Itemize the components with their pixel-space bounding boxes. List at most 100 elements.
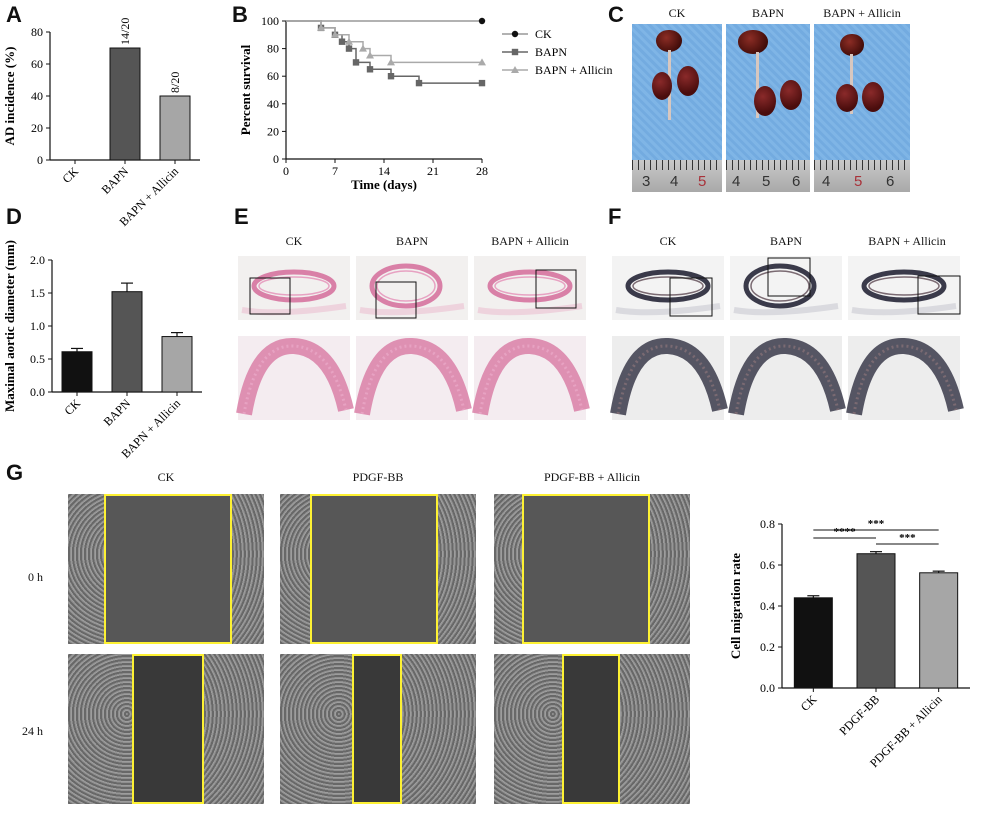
y-tick-label: 0 (273, 152, 279, 166)
he-column-2 (472, 256, 590, 420)
panel-g-label-pdgf: PDGF-BB (352, 470, 404, 484)
aortic-lumen-edge (750, 270, 810, 302)
x-tick-label: 28 (476, 164, 488, 178)
heart (738, 30, 768, 54)
significance-label: **** (834, 526, 857, 538)
chart-percent-survival: 0 20 40 60 80 100 0 7 14 21 28 Time (days) Percent s… (238, 14, 612, 192)
panel-f-label-ck: CK (659, 234, 677, 248)
he-images (236, 256, 590, 420)
aortic-lumen-edge (868, 276, 940, 296)
y-tick-label: 0.6 (760, 558, 775, 572)
panel-letter-b: B (232, 2, 248, 27)
legend-label-bapn: BAPN (535, 45, 567, 59)
aortic-lumen-edge (376, 270, 436, 302)
panel-letter-c: C (608, 2, 624, 27)
he-column-0 (236, 256, 354, 420)
panel-c-label-bapn-allicin: BAPN + Allicin (823, 6, 901, 20)
data-point-bapn (366, 66, 374, 73)
bar-ck (793, 597, 833, 689)
zoomed-lamellae (734, 344, 840, 415)
bar-ck (61, 351, 93, 393)
data-point-bapn (352, 59, 360, 66)
panel-e-label-bapn: BAPN (395, 234, 428, 248)
y-axis-label: Percent survival (238, 44, 253, 135)
y-tick-label: 60 (267, 69, 279, 83)
ruler-number: 4 (732, 173, 741, 190)
y-axis-label: Maximal aortic diameter (mm) (2, 240, 17, 412)
x-tick-label: CK (61, 396, 83, 418)
y-tick-label: 0.5 (30, 352, 45, 366)
he-column-1 (354, 256, 472, 420)
y-tick-label: 0.2 (760, 640, 775, 654)
legend-marker-ck (511, 30, 519, 38)
ruler: 3 4 5 (632, 160, 722, 192)
aortic-wall (487, 269, 573, 303)
panel-g-label-pdgf-allicin: PDGF-BB + Allicin (543, 470, 641, 484)
scratch-image-ck-24h (68, 654, 264, 804)
zoomed-lamellae (852, 344, 958, 415)
panel-letter-g: G (6, 460, 24, 485)
aortic-wall (251, 269, 337, 303)
panel-f-label-bapn: BAPN (769, 234, 802, 248)
panel-letter-f: F (608, 204, 622, 229)
series-line-bapn (286, 20, 482, 84)
ruler-number: 3 (642, 173, 651, 190)
scratch-image-pdgf-0h (280, 494, 476, 644)
legend-marker-bapn (511, 48, 519, 56)
zoom-box (767, 257, 811, 297)
zoom-box (535, 269, 577, 309)
kidney (836, 84, 858, 112)
data-point-bapn-allicin (359, 44, 367, 52)
zoom-box (375, 281, 417, 319)
panel-g-row-24h: 24 h (22, 724, 43, 738)
ruler-number: 6 (792, 173, 801, 190)
x-tick-label: 14 (378, 164, 390, 178)
scratch-image-ck-0h (68, 494, 264, 644)
y-tick-label: 20 (267, 124, 279, 138)
panel-f-label-bapn-allicin: BAPN + Allicin (868, 234, 946, 248)
x-tick-label: 21 (427, 164, 439, 178)
data-point-bapn (345, 45, 353, 52)
wound-area (562, 654, 620, 804)
ruler-number: 5 (762, 173, 771, 190)
zoomed-lamellae (478, 344, 584, 415)
y-axis-label: Cell migration rate (728, 553, 743, 659)
wound-area (310, 494, 438, 644)
chart-aortic-diameter: 0.0 0.5 1.0 1.5 2.0 Maximal aortic diameter (… (2, 240, 202, 461)
x-tick-label: BAPN (101, 396, 134, 429)
x-tick-label: 0 (283, 164, 289, 178)
data-point-bapn (478, 79, 486, 87)
kidney (754, 86, 776, 116)
panel-f-elastic-stain: CK BAPN BAPN + Allicin (610, 232, 972, 432)
kidney (862, 82, 884, 112)
data-point-bapn (415, 79, 423, 87)
chart-cell-migration: 0.0 0.2 0.4 0.6 0.8 Cell migration rate CK PDGF… (728, 517, 970, 770)
zoom-box (249, 277, 291, 315)
scratch-image-pdgf-allicin-24h (494, 654, 690, 804)
x-tick-label: BAPN (99, 164, 132, 197)
kidney (780, 80, 802, 110)
x-tick-label: CK (59, 164, 81, 186)
panel-g-label-ck: CK (157, 470, 175, 484)
bar-bapn (111, 291, 143, 393)
ruler-number: 6 (886, 173, 895, 190)
tissue-fragment (851, 303, 957, 316)
data-point-ck (478, 17, 486, 25)
elastic-column-2 (846, 256, 964, 420)
gross-photo-ck: 3 4 5 (632, 24, 722, 192)
y-tick-label: 2.0 (30, 253, 45, 267)
ruler-number: 4 (670, 173, 679, 190)
y-tick-label: 40 (267, 97, 279, 111)
aortic-wall (625, 269, 711, 303)
data-point-bapn-allicin (345, 37, 353, 45)
gross-photo-bapn: 4 5 6 (726, 24, 810, 192)
elastic-column-0 (610, 256, 728, 420)
data-label: 8/20 (168, 72, 182, 93)
gross-photo-bapn-allicin: 4 5 6 (814, 24, 910, 192)
x-tick-label: PDGF-BB (836, 692, 882, 738)
y-axis-label: AD incidence (%) (2, 47, 17, 146)
zoomed-lamellae (360, 344, 466, 415)
wound-area (104, 494, 232, 644)
panel-g-row-0h: 0 h (28, 570, 43, 584)
zoom-box (669, 277, 713, 317)
